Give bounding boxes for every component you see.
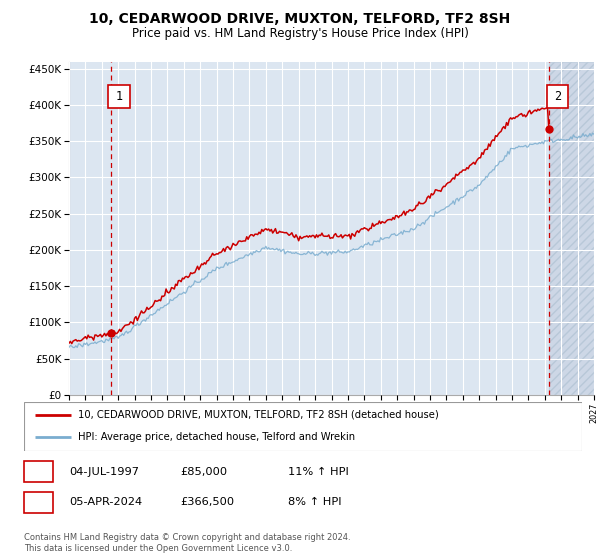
Text: 10, CEDARWOOD DRIVE, MUXTON, TELFORD, TF2 8SH: 10, CEDARWOOD DRIVE, MUXTON, TELFORD, TF… bbox=[89, 12, 511, 26]
Text: £85,000: £85,000 bbox=[180, 466, 227, 477]
Text: 04-JUL-1997: 04-JUL-1997 bbox=[69, 466, 139, 477]
Text: 05-APR-2024: 05-APR-2024 bbox=[69, 497, 142, 507]
Text: 11% ↑ HPI: 11% ↑ HPI bbox=[288, 466, 349, 477]
Bar bbox=[108, 85, 130, 108]
Text: 8% ↑ HPI: 8% ↑ HPI bbox=[288, 497, 341, 507]
Bar bbox=[547, 85, 568, 108]
Text: HPI: Average price, detached house, Telford and Wrekin: HPI: Average price, detached house, Telf… bbox=[78, 432, 355, 442]
Text: Price paid vs. HM Land Registry's House Price Index (HPI): Price paid vs. HM Land Registry's House … bbox=[131, 27, 469, 40]
Text: Contains HM Land Registry data © Crown copyright and database right 2024.: Contains HM Land Registry data © Crown c… bbox=[24, 533, 350, 542]
Text: This data is licensed under the Open Government Licence v3.0.: This data is licensed under the Open Gov… bbox=[24, 544, 292, 553]
Text: 1: 1 bbox=[35, 465, 42, 478]
Text: 1: 1 bbox=[115, 90, 122, 103]
Text: 2: 2 bbox=[35, 496, 42, 509]
Text: 2: 2 bbox=[554, 90, 561, 103]
Bar bbox=[549, 62, 594, 395]
Text: 10, CEDARWOOD DRIVE, MUXTON, TELFORD, TF2 8SH (detached house): 10, CEDARWOOD DRIVE, MUXTON, TELFORD, TF… bbox=[78, 410, 439, 420]
Text: £366,500: £366,500 bbox=[180, 497, 234, 507]
